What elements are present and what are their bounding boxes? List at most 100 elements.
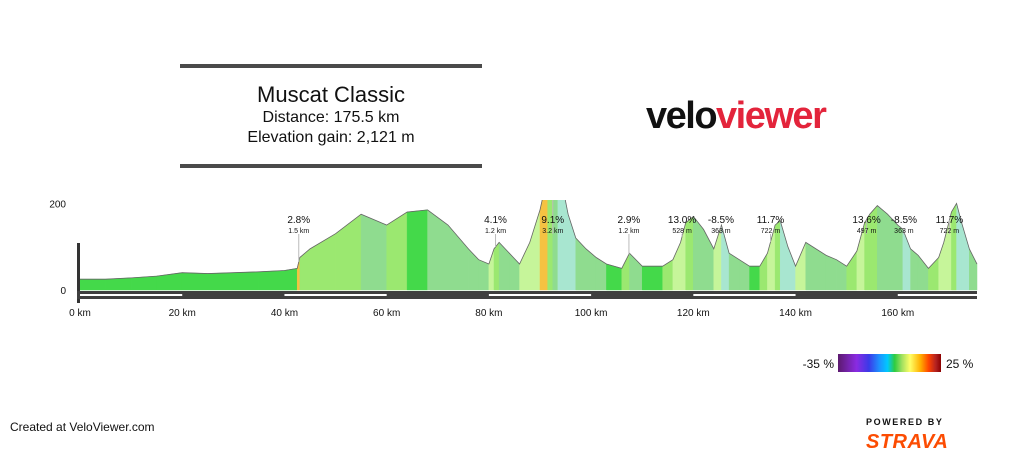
profile-segment <box>836 259 847 291</box>
profile-segment <box>562 200 569 291</box>
footer-credit[interactable]: Created at VeloViewer.com <box>10 420 155 434</box>
profile-segment <box>672 242 681 291</box>
profile-segment <box>629 252 643 291</box>
title-block: Muscat Classic Distance: 175.5 km Elevat… <box>180 64 482 168</box>
climb-gradient-label: 2.9% <box>618 215 641 226</box>
chart-axes: 0 200 0 km 20 km 40 km 60 km 80 km 100 km 120 km… <box>49 200 977 319</box>
profile-segment <box>468 248 479 291</box>
route-distance: Distance: 175.5 km <box>262 109 400 126</box>
profile-segment <box>130 275 157 291</box>
distance-bar-stripe <box>488 294 592 296</box>
profile-segment <box>557 200 564 291</box>
x-tick-label: 160 km <box>881 308 914 319</box>
title-bottom-rule <box>180 164 482 168</box>
profile-segment <box>787 246 796 291</box>
veloviewer-logo: veloviewer <box>646 95 827 137</box>
elevation-profile-area <box>79 200 978 291</box>
profile-segment <box>739 259 750 291</box>
climb-length-label: 1.2 km <box>618 228 639 235</box>
profile-segment <box>335 213 362 291</box>
profile-segment <box>595 257 607 291</box>
profile-segment <box>488 248 495 291</box>
climb-length-label: 1.2 km <box>485 228 506 235</box>
x-tick-label: 80 km <box>475 308 502 319</box>
profile-segment <box>759 252 768 291</box>
profile-segment <box>779 220 789 291</box>
profile-outline <box>80 200 978 280</box>
climb-gradient-label: 13.0% <box>668 215 696 226</box>
climb-length-label: 497 m <box>857 228 877 235</box>
climb-length-label: 528 m <box>672 228 692 235</box>
profile-segment <box>519 242 531 291</box>
climb-gradient-label: 2.8% <box>287 215 310 226</box>
profile-segment <box>258 270 285 291</box>
climb-gradient-label: 9.1% <box>541 215 564 226</box>
distance-bar-stripe <box>897 294 977 296</box>
profile-segment <box>386 211 408 291</box>
profile-segment <box>498 241 510 291</box>
profile-segment <box>447 224 469 291</box>
profile-segment <box>207 272 234 291</box>
profile-segment <box>795 242 807 291</box>
profile-segment <box>360 213 387 291</box>
gradient-legend-bar <box>838 354 941 372</box>
route-elevation-gain: Elevation gain: 2,121 m <box>247 129 415 146</box>
profile-segment <box>641 265 663 291</box>
climb-gradient-label: 4.1% <box>484 215 507 226</box>
distance-bar-stripe <box>693 294 796 296</box>
x-tick-label: 0 km <box>69 308 91 319</box>
climb-length-label: 363 m <box>894 228 914 235</box>
profile-segment <box>961 222 970 291</box>
climb-length-label: 722 m <box>940 228 960 235</box>
logo-part-viewer: viewer <box>716 95 827 137</box>
profile-segment <box>552 200 559 291</box>
gradient-legend-max-label: 25 % <box>946 357 974 371</box>
profile-segment <box>181 272 209 291</box>
profile-segment <box>585 248 597 291</box>
climb-gradient-label: 11.7% <box>757 215 785 226</box>
x-tick-label: 120 km <box>677 308 710 319</box>
x-tick-label: 100 km <box>575 308 608 319</box>
profile-segment <box>493 241 500 291</box>
powered-by-label: POWERED BY <box>866 416 944 427</box>
strava-wordmark: STRAVA <box>866 431 949 453</box>
climb-length-label: 3.2 km <box>542 228 563 235</box>
profile-segment <box>917 254 929 291</box>
profile-segment <box>284 268 298 291</box>
title-top-rule <box>180 64 482 68</box>
profile-segment <box>529 209 541 291</box>
profile-segment <box>299 248 311 291</box>
elevation-profile-chart: 2.8% 1.5 km 4.1% 1.2 km 9.1% 3.2 km 2.9% 1.2 km… <box>49 200 978 319</box>
profile-segment <box>621 253 630 291</box>
profile-segment <box>910 248 919 291</box>
x-tick-label: 60 km <box>373 308 400 319</box>
climb-gradient-label: -8.5% <box>708 215 734 226</box>
distance-bar-stripe <box>80 294 183 296</box>
profile-segment <box>309 233 336 291</box>
y-axis-line <box>77 243 80 303</box>
profile-segment <box>406 209 428 291</box>
climb-length-label: 363 m <box>711 228 731 235</box>
gradient-legend-min-label: -35 % <box>802 357 834 371</box>
profile-segment <box>805 241 817 291</box>
climb-gradient-label: 13.6% <box>852 215 880 226</box>
x-tick-label: 140 km <box>779 308 812 319</box>
route-name: Muscat Classic <box>257 82 405 107</box>
profile-segment <box>79 278 106 291</box>
logo-part-velo: velo <box>646 95 718 137</box>
climb-gradient-label: -8.5% <box>891 215 917 226</box>
y-tick-label: 200 <box>49 200 66 210</box>
climb-length-label: 1.5 km <box>288 228 309 235</box>
profile-segment <box>575 237 587 291</box>
x-tick-label: 20 km <box>169 308 196 319</box>
profile-segment <box>547 200 554 291</box>
profile-segment <box>478 259 490 291</box>
profile-segment <box>969 248 978 291</box>
y-tick-label: 0 <box>60 286 66 297</box>
profile-segment <box>815 248 827 291</box>
profile-segment <box>846 250 858 291</box>
powered-by-strava-logo: POWERED BY STRAVA <box>866 413 1024 454</box>
climb-labels: 2.8% 1.5 km 4.1% 1.2 km 9.1% 3.2 km 2.9% 1.2 km… <box>287 200 963 262</box>
profile-segment <box>105 277 132 291</box>
profile-segment <box>662 259 674 291</box>
